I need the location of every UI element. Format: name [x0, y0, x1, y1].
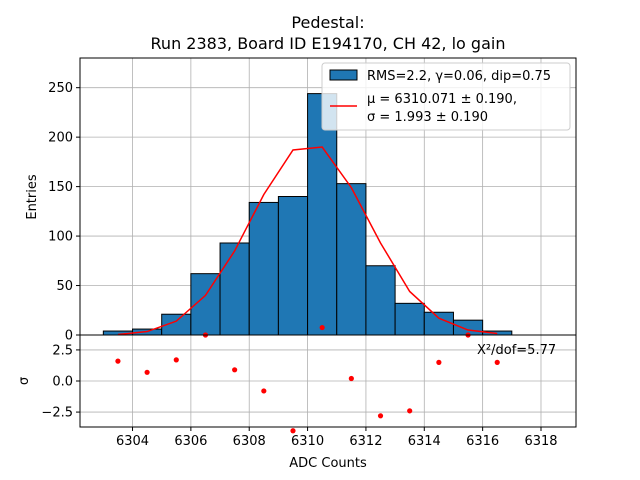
legend-hist-label: RMS=2.2, γ=0.06, dip=0.75	[367, 69, 551, 84]
fit-curve	[117, 146, 498, 336]
residual-point	[407, 408, 413, 414]
residual-point	[436, 359, 442, 365]
bottom-y-tick-label: 0.0	[52, 375, 73, 390]
histogram-panel: 0 50 100 150 200 250 Entries RMS=2.2, γ=0.06,…	[25, 57, 577, 344]
chi2-annotation: X²/dof=5.77	[477, 343, 556, 358]
top-y-tick-label: 100	[48, 230, 73, 245]
histogram-bar	[248, 201, 279, 336]
x-tick-label: 6308	[233, 434, 266, 449]
legend-fit-label-line1: μ = 6310.071 ± 0.190,	[367, 92, 517, 107]
residual-point	[377, 413, 384, 419]
bottom-y-axis-label: σ	[17, 377, 32, 385]
top-y-ticks: 0 50 100 150 200 250	[48, 81, 80, 344]
top-y-tick-label: 150	[48, 180, 73, 195]
histogram-bar	[365, 265, 396, 336]
residual-point	[144, 369, 150, 375]
residual-point	[115, 358, 121, 364]
x-tick-label: 6304	[116, 434, 149, 449]
legend-fit-label-line2: σ = 1.993 ± 0.190	[367, 110, 488, 125]
histogram-bar	[394, 302, 425, 336]
bottom-grid	[80, 335, 576, 427]
top-y-axis-label: Entries	[25, 174, 40, 220]
x-tick-label: 6314	[408, 434, 441, 449]
x-ticks: 6304 6306 6308 6310 6312 6314 6316 6318	[116, 427, 558, 449]
residual-point	[494, 359, 500, 365]
histogram-bar	[336, 183, 367, 336]
bottom-y-tick-label: 2.5	[52, 343, 73, 358]
residual-point	[261, 388, 267, 394]
histogram-bar	[277, 196, 309, 336]
chart-title-line2: Run 2383, Board ID E194170, CH 42, lo ga…	[151, 34, 506, 53]
residual-point	[319, 324, 325, 331]
x-tick-label: 6306	[174, 434, 207, 449]
histogram-bar	[423, 311, 454, 336]
residual-point	[290, 428, 296, 434]
residual-point	[348, 375, 354, 382]
legend-hist-swatch	[329, 69, 358, 81]
x-tick-label: 6316	[466, 434, 499, 449]
legend-box	[321, 62, 571, 131]
chart-title-line1: Pedestal:	[291, 13, 364, 32]
residual-point	[173, 357, 179, 363]
histogram-bars	[102, 93, 513, 336]
legend: RMS=2.2, γ=0.06, dip=0.75 μ = 6310.071 ±…	[321, 62, 571, 131]
top-y-tick-label: 250	[48, 81, 73, 96]
x-axis-label: ADC Counts	[289, 456, 367, 471]
top-y-tick-label: 0	[65, 329, 73, 344]
bottom-y-tick-label: −2.5	[41, 406, 73, 421]
top-y-tick-label: 200	[48, 131, 73, 146]
x-tick-label: 6312	[349, 434, 382, 449]
residual-point	[232, 367, 238, 373]
histogram-bar	[219, 242, 250, 336]
top-y-tick-label: 50	[56, 279, 73, 294]
residual-points	[115, 324, 500, 434]
x-tick-label: 6318	[524, 434, 557, 449]
x-tick-label: 6310	[291, 434, 324, 449]
residuals-panel: −2.50.02.5 6304 6306 6308 6310 6312 6314 6316 6…	[17, 324, 577, 471]
bottom-y-ticks: −2.5 0.0 2.5	[41, 343, 80, 421]
